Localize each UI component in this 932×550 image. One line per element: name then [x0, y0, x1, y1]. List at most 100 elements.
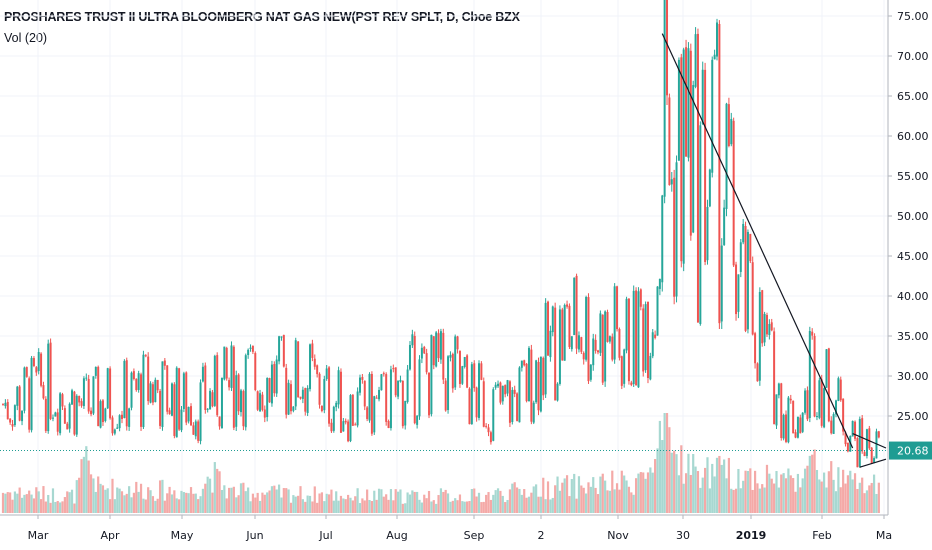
candle [144, 354, 147, 358]
candle [520, 360, 523, 372]
candle [385, 372, 388, 426]
candle-body [537, 362, 540, 411]
volume-indicator-label[interactable]: Vol (20) [4, 31, 48, 45]
last-price-label: 20.68 [897, 445, 929, 458]
candle [370, 371, 373, 436]
volume-bar [604, 480, 607, 513]
candle [768, 319, 771, 340]
candle-body [356, 391, 359, 426]
volume-bar [266, 492, 269, 513]
volume-bar [66, 491, 69, 513]
candle [228, 377, 231, 391]
candle-body [566, 304, 569, 307]
candle-body [387, 421, 390, 429]
volume-bar [206, 476, 209, 513]
candle-body [68, 403, 71, 429]
volume-bar [130, 497, 133, 513]
volume-bar [423, 494, 426, 513]
candle [256, 390, 259, 412]
volume-bar [228, 487, 231, 513]
candle-body [392, 368, 395, 370]
volume-bar [242, 482, 245, 513]
candle [6, 399, 9, 420]
volume-bar [492, 494, 495, 513]
volume-bar [858, 482, 861, 513]
candle [404, 400, 407, 430]
candle [785, 410, 788, 444]
candle-body [82, 378, 85, 407]
volume-bar [513, 482, 516, 513]
volume-bar [251, 493, 254, 513]
candle-body [846, 442, 849, 452]
candle-body [520, 360, 523, 368]
candle [485, 423, 488, 429]
candle-body [287, 382, 290, 415]
candle-body [16, 386, 19, 406]
candle [178, 367, 181, 431]
volume-bar [361, 498, 364, 513]
volume-bar [615, 483, 619, 513]
volume-bar [318, 493, 321, 513]
candle-body [704, 69, 707, 262]
candle [337, 366, 340, 409]
candle [811, 328, 814, 340]
volume-bar [763, 487, 766, 513]
candle-body [156, 379, 159, 391]
time-axis[interactable]: Mar Apr May Jun Jul Aug Sep 2 Nov 30 2019 Feb Ma [0, 514, 892, 542]
volume-bar [458, 494, 462, 513]
candle-body [282, 335, 285, 367]
volume-bar [425, 498, 428, 513]
candle-body [597, 350, 599, 353]
candle [313, 354, 316, 370]
candle [316, 364, 319, 378]
volume-bar [494, 490, 497, 513]
volume-bar [668, 427, 671, 513]
volume-bar [106, 488, 109, 513]
candle [861, 415, 864, 454]
candle-body [623, 349, 626, 384]
candle-body [604, 311, 607, 382]
volume-bar [99, 483, 102, 513]
volume-bar [416, 491, 419, 513]
candle-body [2, 403, 4, 405]
candle [259, 389, 262, 413]
volume-bar [658, 420, 661, 513]
candle-body [513, 389, 516, 394]
candle [718, 20, 721, 330]
candle-body [344, 420, 347, 423]
volume-bar [689, 474, 692, 513]
candle-body [599, 313, 602, 353]
candle-body [251, 345, 254, 352]
candle [823, 387, 826, 429]
candle-body [323, 379, 326, 411]
candle-body [437, 333, 440, 359]
volume-bar [711, 463, 714, 513]
volume-bar [751, 489, 754, 513]
candle [870, 447, 873, 464]
volume-bar [363, 500, 366, 513]
time-tick-label: 2019 [736, 529, 767, 542]
candle-body [87, 378, 90, 412]
time-tick-label: Feb [812, 529, 831, 542]
candle-body [18, 386, 21, 421]
volume-bar [442, 491, 445, 513]
volume-bar [375, 499, 378, 513]
candle [478, 360, 480, 421]
volume-bar [732, 489, 735, 513]
volume-bar [446, 493, 450, 513]
volume-bar [225, 498, 228, 513]
price-axis[interactable]: 25.00 30.00 35.00 40.00 45.00 50.00 55.00 60.00… [887, 0, 932, 515]
candle [813, 333, 816, 418]
volume-bar [756, 483, 759, 513]
price-tick-label: 65.00 [897, 90, 929, 103]
candle [482, 377, 485, 428]
candle [620, 355, 623, 390]
volume-bar [515, 487, 519, 513]
candle [344, 418, 347, 425]
volume-bar [725, 478, 728, 513]
volume-bar [163, 500, 166, 513]
candle-body [620, 356, 623, 386]
candle-body [777, 383, 780, 396]
volume-bar [392, 500, 395, 513]
